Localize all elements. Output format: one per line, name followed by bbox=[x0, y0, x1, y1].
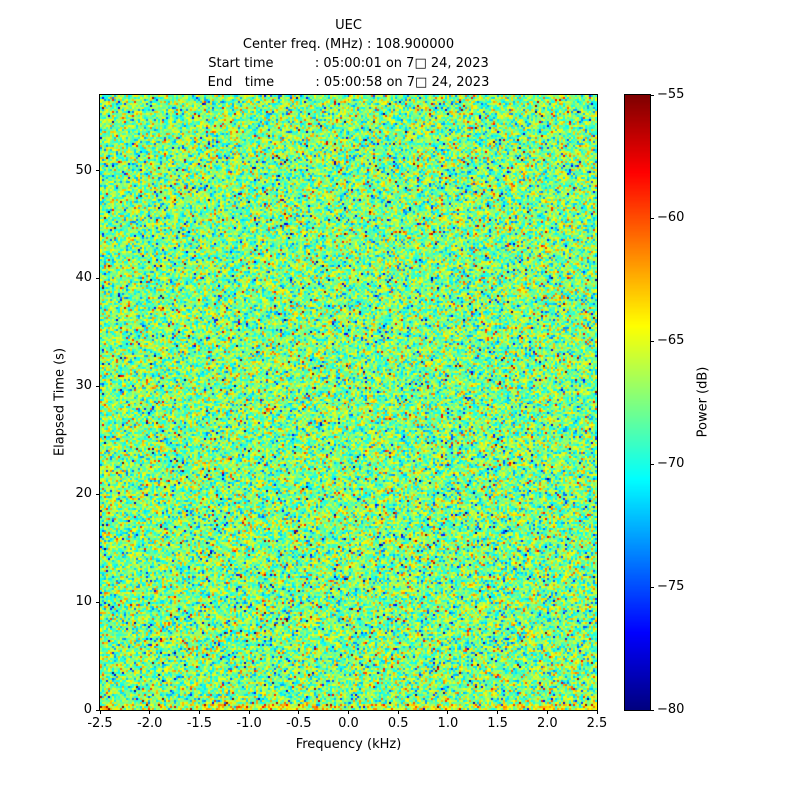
x-tick bbox=[348, 710, 349, 714]
colorbar-tick-label: −55 bbox=[657, 87, 685, 102]
spectrogram-heatmap bbox=[100, 95, 597, 710]
colorbar-tick bbox=[650, 463, 654, 465]
heatmap-plot-area bbox=[99, 94, 598, 711]
x-tick bbox=[248, 710, 250, 714]
colorbar-gradient bbox=[625, 95, 650, 710]
colorbar-tick bbox=[650, 340, 654, 342]
x-tick-label: 0.5 bbox=[387, 716, 409, 731]
plot-title: UEC bbox=[335, 18, 362, 33]
colorbar-tick-label: −65 bbox=[657, 333, 685, 348]
y-tick-label: 0 bbox=[83, 702, 92, 717]
colorbar-tick bbox=[650, 586, 654, 588]
x-tick-label: 1.0 bbox=[437, 716, 459, 731]
colorbar-tick-label: −80 bbox=[657, 702, 685, 717]
x-axis-label: Frequency (kHz) bbox=[295, 737, 402, 752]
colorbar-tick bbox=[650, 94, 654, 96]
x-tick-label: -2.0 bbox=[137, 716, 163, 731]
y-axis-label: Elapsed Time (s) bbox=[52, 347, 68, 457]
y-tick-label: 30 bbox=[75, 378, 92, 394]
x-tick bbox=[447, 710, 449, 714]
colorbar-tick-label: −60 bbox=[657, 210, 685, 225]
x-tick bbox=[497, 710, 499, 714]
x-tick-label: 2.0 bbox=[536, 716, 558, 731]
colorbar-tick-label: −75 bbox=[657, 579, 685, 594]
y-tick bbox=[96, 277, 100, 279]
center-freq-line: Center freq. (MHz) : 108.900000 bbox=[242, 37, 455, 52]
x-tick bbox=[546, 710, 548, 714]
plot-header: UEC Center freq. (MHz) : 108.900000 Star… bbox=[100, 16, 597, 92]
start-time-line: Start time : 05:00:01 on 7□ 24, 2023 bbox=[208, 56, 489, 71]
x-tick bbox=[397, 710, 399, 714]
x-tick-label: -2.5 bbox=[87, 716, 113, 731]
y-tick-label: 40 bbox=[75, 270, 92, 286]
x-tick-label: 1.5 bbox=[487, 716, 508, 731]
x-tick bbox=[298, 710, 300, 714]
colorbar bbox=[624, 94, 651, 711]
x-tick-label: -1.0 bbox=[236, 716, 262, 731]
colorbar-tick-label: −70 bbox=[657, 456, 685, 471]
y-tick-label: 20 bbox=[75, 486, 92, 502]
x-tick bbox=[198, 710, 200, 714]
x-tick bbox=[596, 710, 598, 714]
y-tick bbox=[96, 709, 100, 711]
y-tick bbox=[96, 170, 100, 172]
x-tick-label: 0.0 bbox=[338, 716, 359, 731]
x-tick-label: -1.5 bbox=[186, 716, 213, 731]
y-tick-label: 10 bbox=[75, 594, 92, 610]
x-tick bbox=[99, 710, 101, 714]
colorbar-tick bbox=[650, 217, 654, 219]
y-tick bbox=[96, 601, 100, 603]
x-tick-label: -0.5 bbox=[286, 716, 312, 731]
x-tick-label: 2.5 bbox=[586, 716, 608, 731]
colorbar-label: Power (dB) bbox=[695, 366, 711, 438]
y-tick bbox=[96, 385, 100, 387]
x-tick bbox=[149, 710, 151, 714]
y-tick-label: 50 bbox=[75, 162, 92, 178]
end-time-line: End time : 05:00:58 on 7□ 24, 2023 bbox=[207, 75, 490, 90]
colorbar-tick bbox=[650, 709, 654, 711]
y-tick bbox=[96, 493, 100, 495]
